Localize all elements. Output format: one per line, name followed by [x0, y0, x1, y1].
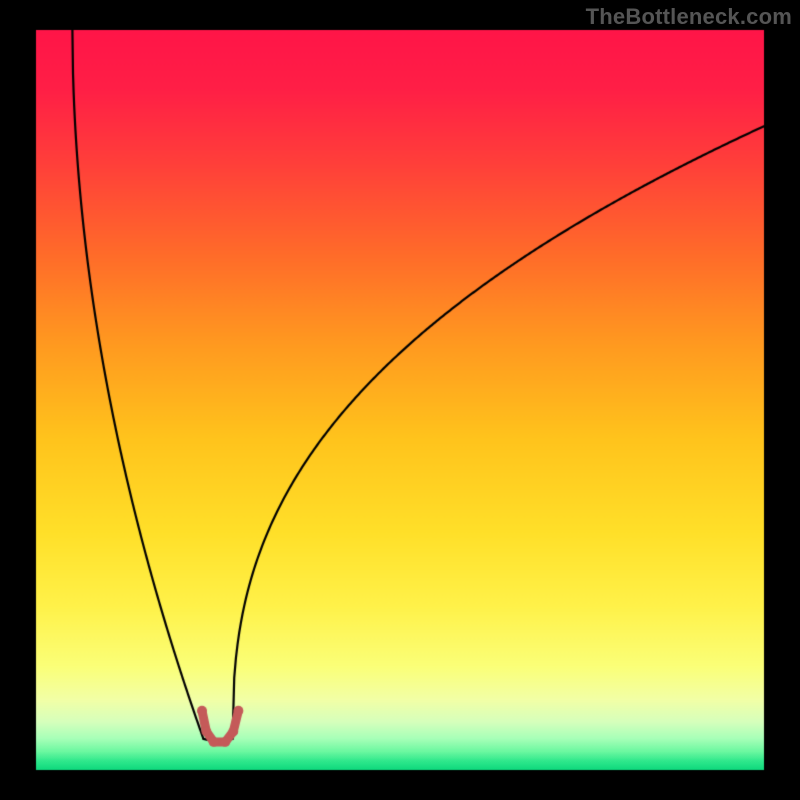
- watermark-text: TheBottleneck.com: [586, 4, 792, 30]
- bottleneck-curve-chart: [0, 0, 800, 800]
- chart-stage: TheBottleneck.com: [0, 0, 800, 800]
